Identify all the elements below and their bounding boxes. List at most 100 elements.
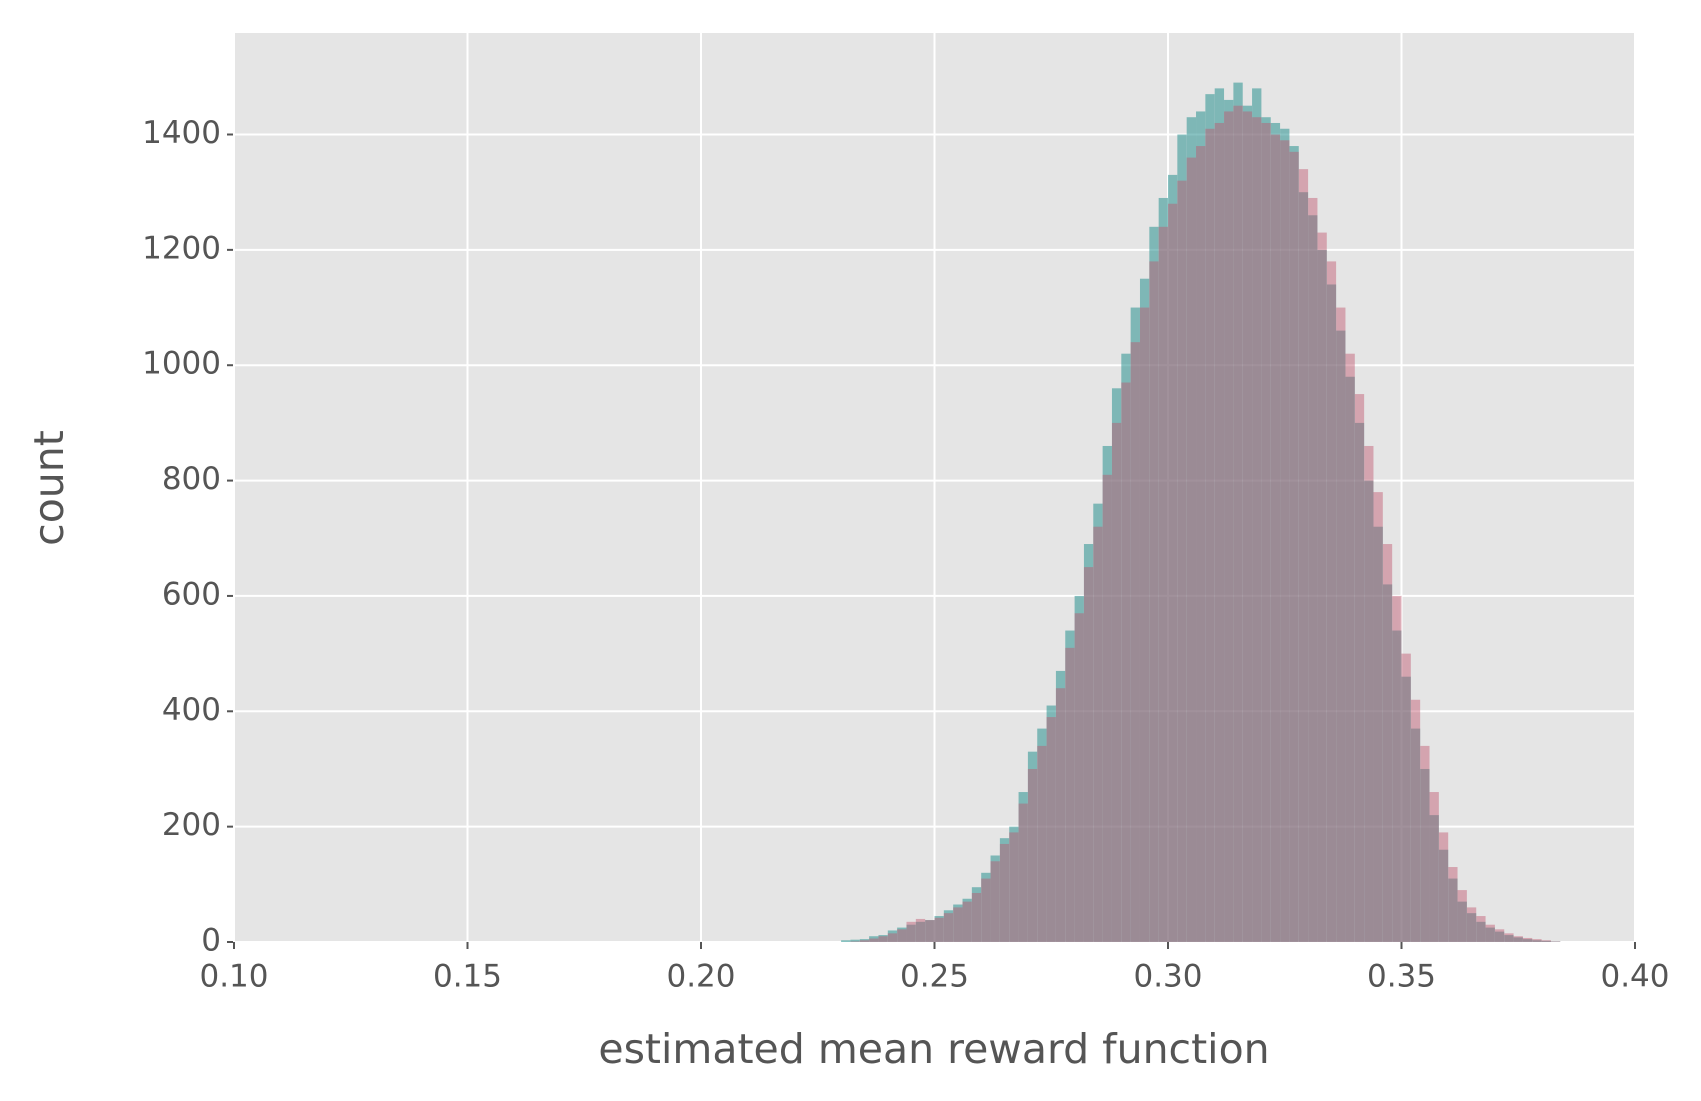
bar bbox=[1382, 584, 1393, 942]
bar bbox=[1027, 768, 1038, 942]
bar bbox=[859, 940, 870, 942]
bar bbox=[1018, 792, 1028, 942]
bar bbox=[1373, 492, 1383, 942]
bar bbox=[1373, 526, 1383, 942]
y-tick-label: 1200 bbox=[142, 230, 221, 266]
bar bbox=[1429, 815, 1439, 942]
bar bbox=[1280, 140, 1290, 942]
bar bbox=[999, 843, 1010, 942]
bar bbox=[1037, 745, 1047, 942]
x-tick-label: 0.35 bbox=[1367, 959, 1436, 995]
bar bbox=[1448, 867, 1458, 942]
bar bbox=[1336, 307, 1346, 943]
bar bbox=[1476, 916, 1486, 942]
bar bbox=[1214, 88, 1225, 943]
bar bbox=[1009, 832, 1019, 942]
bar bbox=[1326, 261, 1337, 942]
bar bbox=[897, 929, 907, 942]
bar bbox=[1289, 146, 1299, 942]
bar bbox=[1233, 82, 1243, 943]
x-tick-label: 0.10 bbox=[199, 959, 268, 995]
bar bbox=[1168, 203, 1178, 942]
bar bbox=[1065, 630, 1075, 942]
bar bbox=[1308, 197, 1318, 942]
bar bbox=[1177, 180, 1187, 943]
bar bbox=[1261, 117, 1271, 942]
bar bbox=[1083, 544, 1094, 942]
bar bbox=[1158, 197, 1168, 942]
bar bbox=[1364, 480, 1374, 942]
bar bbox=[1392, 630, 1402, 942]
y-tick-label: 800 bbox=[162, 461, 221, 497]
bar bbox=[1541, 940, 1551, 942]
bar bbox=[925, 920, 935, 942]
bar bbox=[1298, 192, 1309, 942]
bar bbox=[953, 907, 963, 942]
bar bbox=[1111, 388, 1122, 942]
bar bbox=[1177, 134, 1187, 942]
x-tick-label: 0.30 bbox=[1133, 959, 1202, 995]
bar bbox=[981, 878, 991, 942]
bar bbox=[1252, 117, 1262, 942]
histogram-series bbox=[850, 105, 1561, 943]
bar bbox=[1410, 728, 1421, 942]
bar bbox=[1438, 849, 1449, 942]
bar bbox=[1214, 122, 1225, 942]
histogram-series bbox=[841, 82, 1561, 943]
bar bbox=[1364, 445, 1374, 942]
bar bbox=[1055, 670, 1066, 942]
x-tick-label: 0.25 bbox=[900, 959, 969, 995]
bar bbox=[1261, 122, 1271, 942]
bar bbox=[1401, 676, 1411, 942]
bar bbox=[1289, 151, 1299, 943]
bar bbox=[1093, 526, 1103, 942]
bar bbox=[1522, 937, 1533, 942]
bar bbox=[887, 933, 898, 942]
y-tick-label: 1400 bbox=[142, 115, 221, 151]
x-tick-label: 0.15 bbox=[433, 959, 502, 995]
bar bbox=[1457, 901, 1467, 942]
bar bbox=[1401, 653, 1411, 942]
bar bbox=[1018, 803, 1028, 942]
bar bbox=[1550, 941, 1561, 942]
bar bbox=[869, 938, 879, 942]
bar bbox=[906, 921, 916, 942]
bar bbox=[1457, 890, 1467, 942]
bar bbox=[1466, 907, 1477, 942]
bar bbox=[943, 910, 954, 942]
bar bbox=[1037, 728, 1047, 942]
bar bbox=[1252, 88, 1262, 943]
bar bbox=[1448, 878, 1458, 942]
bar bbox=[1242, 105, 1253, 943]
bar bbox=[1345, 376, 1355, 942]
bar bbox=[1046, 705, 1056, 942]
bar bbox=[934, 916, 944, 942]
bar bbox=[1270, 122, 1281, 942]
bar bbox=[1121, 382, 1131, 943]
bar bbox=[943, 913, 954, 942]
bar bbox=[906, 924, 916, 942]
bar bbox=[1485, 924, 1495, 942]
bar bbox=[1410, 699, 1421, 942]
bar bbox=[1541, 940, 1551, 942]
x-tick-label: 0.40 bbox=[1600, 959, 1669, 995]
bar bbox=[915, 918, 926, 942]
bar bbox=[1093, 503, 1103, 942]
bar bbox=[1382, 544, 1393, 942]
bar bbox=[1317, 232, 1327, 943]
y-axis-label: count bbox=[25, 430, 73, 546]
bar bbox=[869, 936, 879, 942]
y-tick-label: 200 bbox=[162, 807, 221, 843]
bar bbox=[1336, 330, 1346, 942]
bar bbox=[1083, 567, 1094, 942]
bar bbox=[1494, 931, 1505, 942]
bar bbox=[1317, 249, 1327, 942]
bar bbox=[1205, 94, 1215, 943]
bar bbox=[1494, 929, 1505, 942]
bar bbox=[915, 921, 926, 942]
bar bbox=[887, 930, 898, 942]
bar bbox=[925, 920, 935, 942]
bar bbox=[1233, 105, 1243, 943]
bar bbox=[1420, 745, 1430, 942]
